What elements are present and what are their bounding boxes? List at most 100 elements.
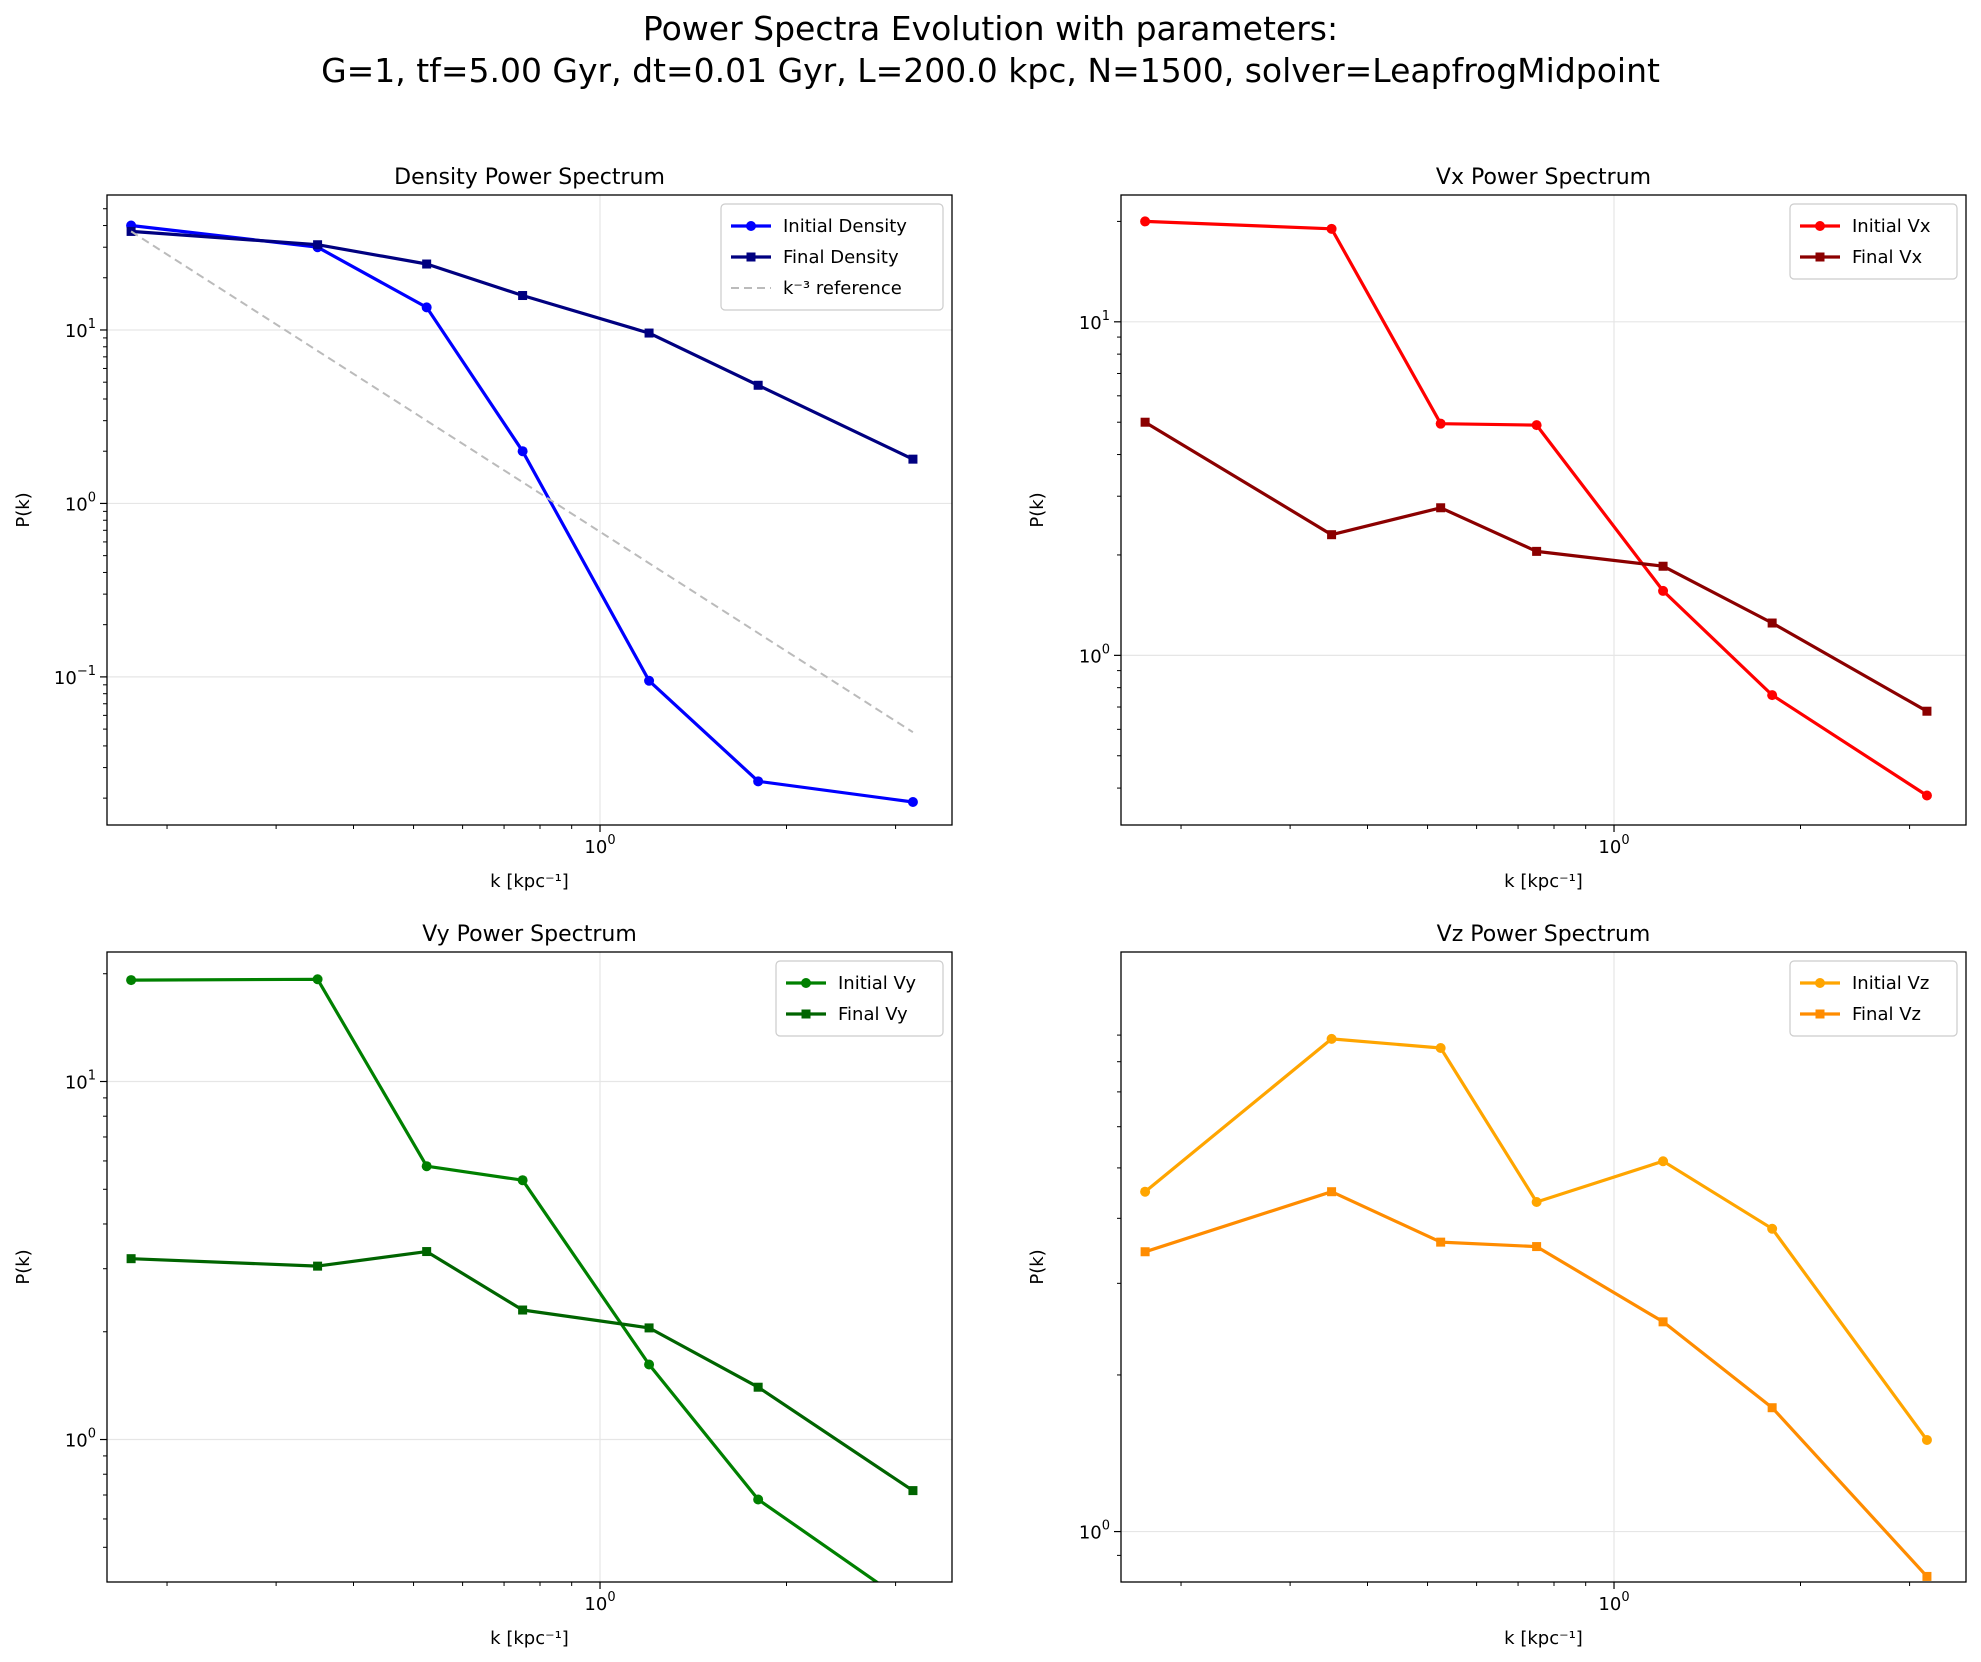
series-line-initial-vy bbox=[131, 977, 880, 1582]
data-point-final-density bbox=[908, 454, 918, 464]
data-point-initial-vx bbox=[1140, 216, 1151, 227]
series-line-final-vx bbox=[1144, 420, 1928, 713]
data-point-final-vz bbox=[1922, 1571, 1932, 1581]
legend-label-final-vz: Final Vz bbox=[1852, 1004, 1921, 1025]
subplot-density: 100 10−1 100 101 Density Power Spectrum k [kp… bbox=[13, 165, 953, 892]
data-point-final-density bbox=[644, 328, 654, 338]
data-point-final-vx bbox=[1658, 561, 1668, 571]
legend: Initial Density Final Density k⁻³ referenc… bbox=[720, 203, 944, 311]
data-point-initial-vz bbox=[1658, 1156, 1669, 1167]
data-point-final-vy bbox=[753, 1382, 763, 1392]
data-point-initial-vy bbox=[644, 1359, 655, 1370]
legend: Initial Vx Final Vx bbox=[1789, 203, 1958, 280]
data-point-final-vy bbox=[313, 1261, 323, 1271]
data-point-initial-vx bbox=[1767, 690, 1778, 701]
data-point-initial-vy bbox=[517, 1175, 528, 1186]
y-tick-label: 101 bbox=[65, 317, 96, 342]
legend-marker-initial-vx bbox=[1815, 221, 1825, 231]
data-point-final-density bbox=[518, 291, 528, 301]
data-point-final-vy bbox=[518, 1305, 528, 1315]
legend-box bbox=[1789, 203, 1958, 280]
series-line-initial-density bbox=[130, 223, 914, 804]
data-point-final-vy bbox=[126, 1254, 136, 1264]
legend-marker-initial-vy bbox=[801, 978, 811, 988]
legend-label-final-density: Final Density bbox=[783, 247, 899, 268]
data-point-final-vx bbox=[1532, 546, 1542, 556]
legend-label-initial-vy: Initial Vy bbox=[838, 973, 916, 994]
y-tick-label: 101 bbox=[65, 1069, 96, 1094]
data-point-initial-density bbox=[644, 675, 655, 686]
y-axis-label: P(k) bbox=[1027, 1249, 1048, 1284]
figure-suptitle: Power Spectra Evolution with parameters:… bbox=[0, 8, 1981, 92]
data-point-initial-vz bbox=[1326, 1033, 1337, 1044]
y-tick-label: 100 bbox=[65, 1427, 96, 1452]
data-point-initial-vz bbox=[1767, 1223, 1778, 1234]
data-point-initial-vz bbox=[1531, 1196, 1542, 1207]
data-point-final-vx bbox=[1436, 503, 1446, 513]
subplot-vx: 100 100 101 Vx Power Spectrum k [kpc⁻¹] P(k) I… bbox=[1027, 165, 1967, 892]
data-point-final-vy bbox=[644, 1323, 654, 1333]
plot-area-vy bbox=[126, 974, 918, 1612]
x-axis-label: k [kpc⁻¹] bbox=[490, 1628, 569, 1649]
x-tick-label: 100 bbox=[584, 1590, 615, 1615]
suptitle-line-2: G=1, tf=5.00 Gyr, dt=0.01 Gyr, L=200.0 k… bbox=[321, 51, 1660, 90]
data-point-final-density bbox=[422, 259, 432, 269]
data-point-final-vx bbox=[1140, 417, 1150, 427]
data-point-initial-vx bbox=[1435, 418, 1446, 429]
y-tick-label: 101 bbox=[1079, 309, 1110, 334]
data-point-initial-vy bbox=[753, 1494, 764, 1505]
series-line-initial-vz bbox=[1144, 1037, 1929, 1441]
data-point-initial-density bbox=[517, 446, 528, 457]
data-point-final-vz bbox=[1767, 1403, 1777, 1413]
legend-marker-final-vz bbox=[1815, 1009, 1825, 1019]
data-point-initial-vz bbox=[1435, 1043, 1446, 1054]
y-axis-label: P(k) bbox=[13, 1249, 34, 1284]
legend: Initial Vy Final Vy bbox=[775, 960, 944, 1037]
series-line-k-reference bbox=[130, 230, 914, 734]
y-axis-label: P(k) bbox=[13, 492, 34, 527]
legend: Initial Vz Final Vz bbox=[1789, 960, 1958, 1037]
legend-marker-final-vx bbox=[1815, 252, 1825, 262]
legend-box bbox=[1789, 960, 1958, 1037]
subplot-title: Vx Power Spectrum bbox=[1436, 165, 1651, 190]
legend-marker-final-density bbox=[746, 252, 756, 262]
data-point-final-vz bbox=[1532, 1242, 1542, 1252]
x-axis-label: k [kpc⁻¹] bbox=[1504, 871, 1583, 892]
y-tick-label: 10−1 bbox=[54, 664, 96, 689]
plot-area-vx bbox=[1140, 216, 1932, 801]
data-point-final-vx bbox=[1327, 530, 1337, 540]
subplot-title: Vz Power Spectrum bbox=[1437, 922, 1651, 947]
data-point-final-density bbox=[753, 380, 763, 390]
x-axis-label: k [kpc⁻¹] bbox=[1504, 1628, 1583, 1649]
data-point-initial-vy bbox=[908, 1602, 918, 1612]
legend-label-initial-vx: Initial Vx bbox=[1852, 216, 1931, 237]
data-point-final-vz bbox=[1436, 1237, 1446, 1247]
x-axis-label: k [kpc⁻¹] bbox=[490, 871, 569, 892]
legend-label-initial-density: Initial Density bbox=[783, 216, 907, 237]
y-tick-label: 100 bbox=[1079, 1519, 1110, 1544]
legend-marker-initial-density bbox=[746, 221, 756, 231]
data-point-final-vz bbox=[1327, 1187, 1337, 1197]
legend-marker-initial-vz bbox=[1815, 978, 1825, 988]
data-point-final-vz bbox=[1140, 1247, 1150, 1257]
legend-box bbox=[720, 203, 944, 311]
plot-area-density bbox=[126, 220, 918, 807]
data-point-initial-vx bbox=[1658, 585, 1669, 596]
legend-label-final-vx: Final Vx bbox=[1852, 247, 1923, 268]
axes-frame bbox=[106, 951, 953, 1583]
suptitle-line-1: Power Spectra Evolution with parameters: bbox=[642, 9, 1339, 48]
subplot-vy: 100 100 101 Vy Power Spectrum k [kpc⁻¹] P(k) I… bbox=[13, 922, 953, 1649]
data-point-final-vz bbox=[1658, 1317, 1668, 1327]
x-tick-label: 100 bbox=[1598, 1590, 1629, 1615]
series-line-final-vy bbox=[131, 1250, 914, 1492]
data-point-initial-vy bbox=[312, 974, 323, 985]
data-point-initial-vy bbox=[421, 1161, 432, 1172]
data-point-initial-density bbox=[907, 796, 918, 807]
legend-label-final-vy: Final Vy bbox=[838, 1004, 908, 1025]
data-point-final-vy bbox=[908, 1486, 918, 1496]
data-point-initial-vy bbox=[126, 975, 137, 986]
series-line-initial-vx bbox=[1145, 219, 1928, 797]
data-point-initial-vx bbox=[1326, 223, 1337, 234]
x-tick-label: 100 bbox=[584, 833, 615, 858]
data-point-initial-vx bbox=[1921, 790, 1932, 801]
